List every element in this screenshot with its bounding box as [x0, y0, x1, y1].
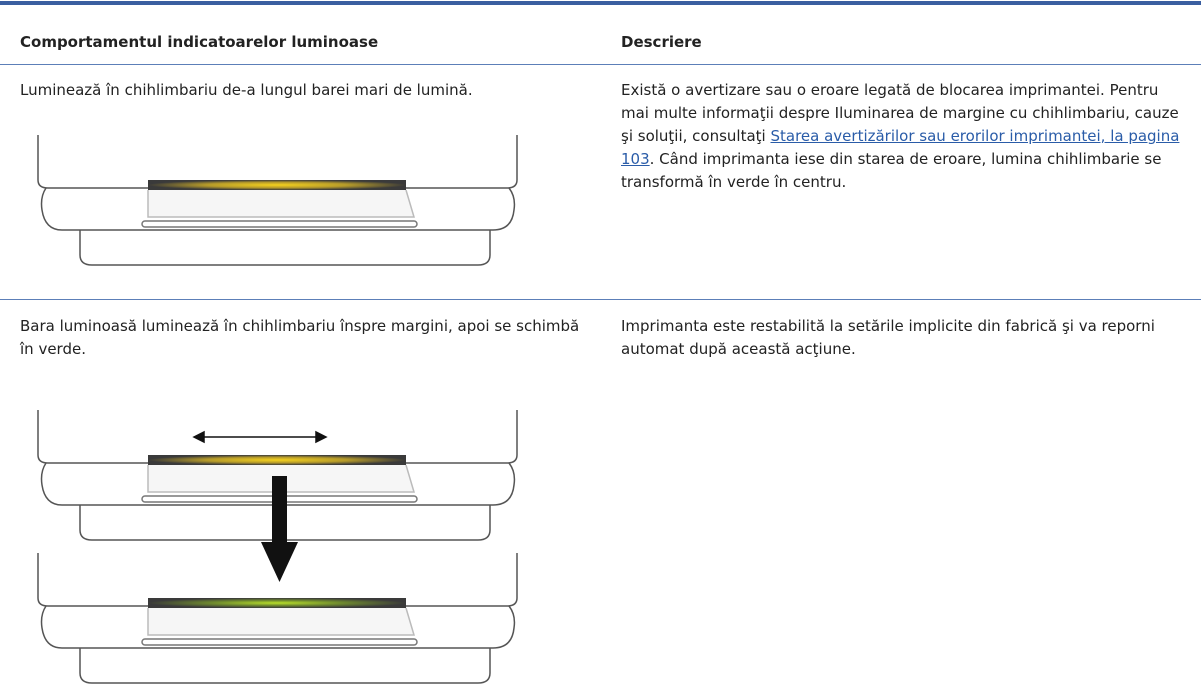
double-arrow [192, 430, 328, 444]
behavior-text: Bara luminoasă luminează în chihlimbariu… [20, 317, 580, 358]
description-text: Imprimanta este restabilită la setările … [621, 317, 1155, 358]
column-header: Descriere [621, 33, 702, 51]
printer-illustration [37, 134, 518, 266]
row-divider [0, 299, 1201, 300]
down-arrow [261, 476, 298, 582]
text: Există o avertizare sau o eroare legată … [621, 81, 1179, 145]
behavior-text: Luminează în chihlimbariu de-a lungul ba… [20, 81, 473, 99]
column-header: Comportamentul indicatoarelor luminoase [20, 33, 379, 51]
printer-illustration [37, 552, 518, 684]
row-divider [0, 64, 1201, 65]
description-text: Există o avertizare sau o eroare legată … [621, 79, 1191, 194]
text: . Când imprimanta iese din starea de ero… [621, 150, 1162, 191]
table-top-border [0, 1, 1201, 5]
link[interactable]: Starea avertizărilor sau erorilor imprim… [621, 127, 1180, 168]
printer-illustration [37, 409, 518, 541]
illustrations [37, 134, 518, 684]
